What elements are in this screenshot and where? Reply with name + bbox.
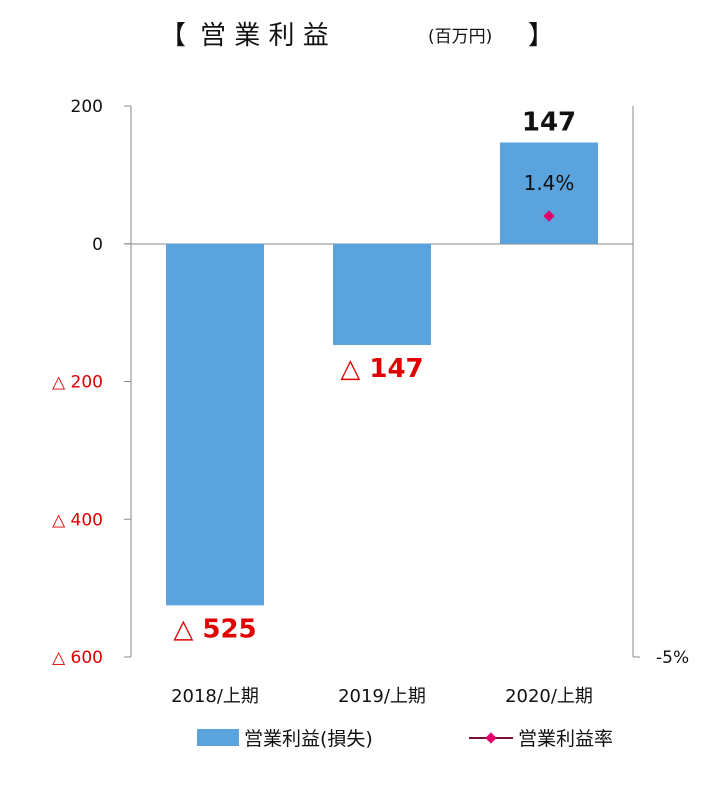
y-axis-ticks: 200 0 △ 200 △ 400 △ 600: [52, 97, 131, 668]
title-unit: (百万円): [428, 27, 492, 47]
data-label: 147: [522, 108, 576, 138]
bars: [166, 142, 598, 606]
title-main: 営 業 利 益: [200, 21, 329, 51]
bar: [166, 243, 264, 606]
legend-swatch-bar: [197, 729, 239, 746]
legend-label-operating-margin: 営業利益率: [518, 728, 613, 750]
category-label: 2018/上期: [171, 686, 259, 707]
rate-series: 1.4%: [524, 171, 575, 222]
title-open-bracket: 【: [160, 21, 186, 51]
bar: [500, 142, 598, 244]
y-tick-label: △ 200: [52, 373, 103, 393]
y-tick-label: 200: [71, 97, 103, 117]
category-labels: 2018/上期 2019/上期 2020/上期: [171, 686, 593, 707]
y-tick-label: △ 600: [52, 648, 103, 668]
data-labels: △ 525 △ 147 147: [173, 108, 576, 645]
y2-axis-ticks: -5%: [633, 648, 689, 668]
legend: 営業利益(損失) 営業利益率: [197, 728, 613, 750]
bar: [333, 243, 431, 345]
chart-title: 【 営 業 利 益 (百万円) 】: [160, 21, 554, 51]
y2-tick-label: -5%: [656, 648, 689, 668]
category-label: 2019/上期: [338, 686, 426, 707]
category-label: 2020/上期: [505, 686, 593, 707]
legend-swatch-marker: [485, 732, 497, 744]
rate-marker: [543, 210, 555, 222]
legend-label-operating-profit: 営業利益(損失): [244, 728, 373, 750]
y-tick-label: 0: [92, 235, 103, 255]
title-close-bracket: 】: [528, 21, 554, 51]
data-label: △ 525: [173, 614, 256, 644]
rate-label: 1.4%: [524, 171, 575, 195]
data-label: △ 147: [340, 354, 423, 384]
y-tick-label: △ 400: [52, 510, 103, 530]
